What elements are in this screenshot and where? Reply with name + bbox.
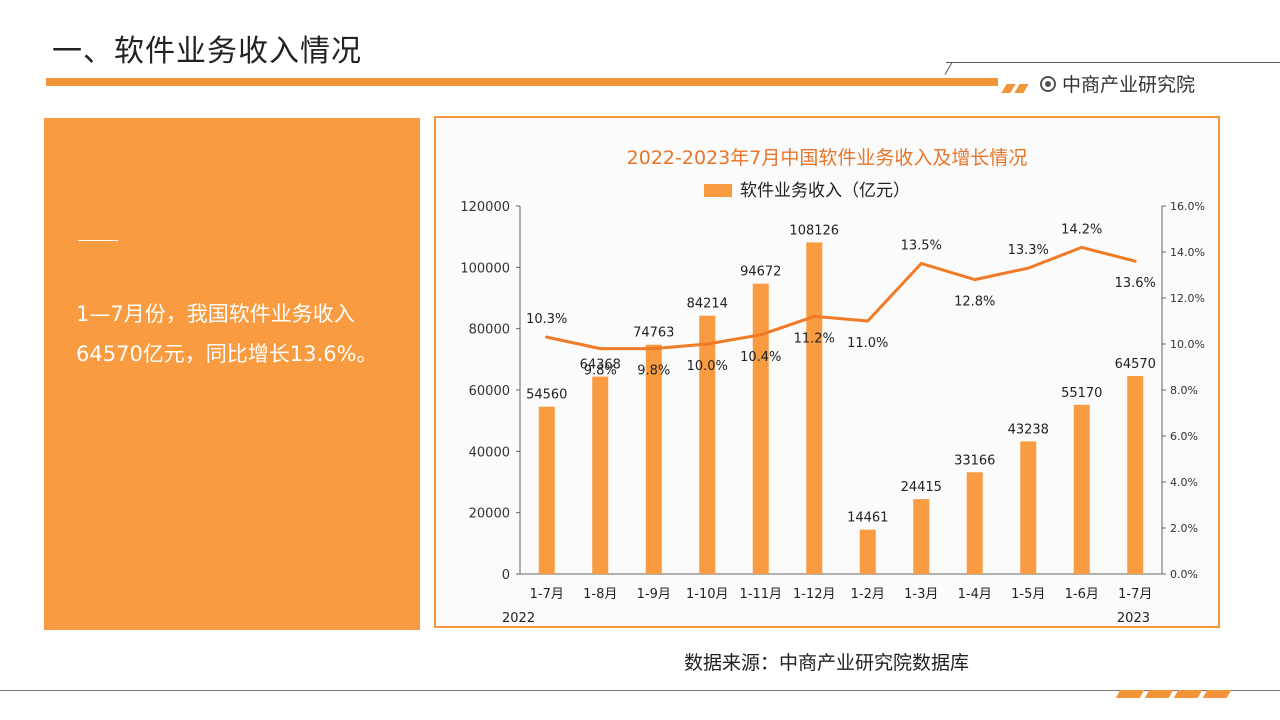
growth-value-label: 13.6% (1115, 276, 1156, 291)
title-underline (46, 78, 998, 86)
chart-container: 2022-2023年7月中国软件业务收入及增长情况 软件业务收入（亿元） 0 2000… (434, 116, 1220, 628)
bar (966, 472, 983, 574)
bar-value-label: 94672 (740, 265, 781, 280)
year-label-end: 2023 (1117, 611, 1150, 626)
summary-panel: 1—7月份，我国软件业务收入64570亿元，同比增长13.6%。 (44, 118, 420, 630)
year-label-start: 2022 (502, 611, 535, 626)
growth-value-label: 14.2% (1061, 222, 1102, 237)
bar (538, 406, 555, 574)
y-left-tick-label: 0 (502, 568, 510, 583)
growth-point (1133, 259, 1137, 263)
bar-value-label: 24415 (901, 480, 942, 495)
bar (752, 283, 769, 574)
bar-value-label: 55170 (1061, 386, 1102, 401)
growth-point (652, 347, 656, 351)
summary-divider (78, 240, 118, 241)
footer-stripes (1115, 683, 1234, 702)
bar (913, 499, 930, 574)
x-tick-label: 1-6月 (1065, 587, 1099, 602)
target-icon (1040, 75, 1056, 92)
y-left-tick-label: 20000 (469, 507, 510, 522)
growth-point (598, 347, 602, 351)
bar-value-label: 54560 (526, 388, 567, 403)
x-tick-label: 1-12月 (793, 587, 836, 602)
y-right-tick-label: 4.0% (1170, 476, 1198, 489)
bar (859, 529, 876, 574)
header-divider (946, 62, 1280, 63)
y-right-tick-label: 12.0% (1170, 292, 1205, 305)
growth-point (973, 278, 977, 282)
growth-point (812, 314, 816, 318)
bar (592, 376, 609, 574)
growth-value-label: 10.4% (740, 350, 781, 365)
bar-value-label: 14461 (847, 511, 888, 526)
bar (1127, 375, 1144, 574)
y-right-tick-label: 14.0% (1170, 246, 1205, 259)
growth-value-label: 9.8% (584, 364, 617, 379)
growth-point (1080, 245, 1084, 249)
y-left-tick-label: 80000 (469, 323, 510, 338)
y-left-tick-label: 40000 (469, 445, 510, 460)
x-tick-label: 1-5月 (1011, 587, 1045, 602)
footer-line (0, 690, 1280, 691)
page-title: 一、软件业务收入情况 (52, 34, 362, 69)
x-tick-label: 1-3月 (904, 587, 938, 602)
chart-title: 2022-2023年7月中国软件业务收入及增长情况 (627, 147, 1028, 169)
y-right-tick-label: 0.0% (1170, 568, 1198, 581)
x-tick-label: 1-8月 (583, 587, 617, 602)
bar-value-label: 64570 (1115, 357, 1156, 372)
brand-logo: 中商产业研究院 (1040, 70, 1195, 97)
data-source: 数据来源：中商产业研究院数据库 (684, 652, 970, 674)
legend-label: 软件业务收入（亿元） (740, 181, 910, 201)
x-tick-label: 1-10月 (686, 587, 729, 602)
bar (806, 242, 823, 574)
growth-point (1026, 266, 1030, 270)
y-left-tick-label: 100000 (460, 261, 510, 276)
growth-point (705, 342, 709, 346)
growth-point (759, 333, 763, 337)
x-tick-label: 1-7月 (1118, 587, 1152, 602)
bar (1073, 404, 1090, 574)
growth-value-label: 13.3% (1008, 243, 1049, 258)
y-right-tick-label: 10.0% (1170, 338, 1205, 351)
y-right-tick-label: 6.0% (1170, 430, 1198, 443)
header-stripes (1001, 78, 1030, 93)
bar (699, 315, 716, 574)
growth-value-label: 12.8% (954, 295, 995, 310)
x-tick-label: 1-11月 (739, 587, 782, 602)
y-left-tick-label: 120000 (460, 200, 510, 215)
legend-swatch (704, 184, 732, 197)
growth-value-label: 11.0% (847, 336, 888, 351)
bar-value-label: 108126 (789, 223, 839, 238)
growth-value-label: 9.8% (637, 364, 670, 379)
bar-value-label: 33166 (954, 453, 995, 468)
y-right-tick-label: 8.0% (1170, 384, 1198, 397)
y-left-tick-label: 60000 (469, 384, 510, 399)
bar (1020, 441, 1037, 574)
growth-line (546, 245, 1136, 351)
bar-value-label: 64368 (580, 358, 621, 373)
x-tick-label: 1-2月 (851, 587, 885, 602)
bar-value-label: 84214 (687, 297, 728, 312)
growth-value-label: 10.3% (526, 312, 567, 327)
y-right-tick-label: 2.0% (1170, 522, 1198, 535)
growth-value-label: 11.2% (794, 331, 835, 346)
growth-point (919, 262, 923, 265)
bar (645, 344, 662, 574)
bar-value-label: 43238 (1008, 422, 1049, 437)
growth-point (866, 319, 870, 323)
x-tick-label: 1-4月 (958, 587, 992, 602)
header-divider-slant (944, 62, 953, 75)
bar-value-label: 74763 (633, 326, 674, 341)
growth-point (545, 335, 549, 339)
y-right-tick-label: 16.0% (1170, 200, 1205, 213)
x-tick-label: 1-9月 (637, 587, 671, 602)
growth-value-label: 13.5% (901, 239, 942, 254)
growth-value-label: 10.0% (687, 359, 728, 374)
brand-name: 中商产业研究院 (1062, 74, 1196, 96)
summary-text: 1—7月份，我国软件业务收入64570亿元，同比增长13.6%。 (76, 302, 378, 366)
x-tick-label: 1-7月 (530, 587, 564, 602)
